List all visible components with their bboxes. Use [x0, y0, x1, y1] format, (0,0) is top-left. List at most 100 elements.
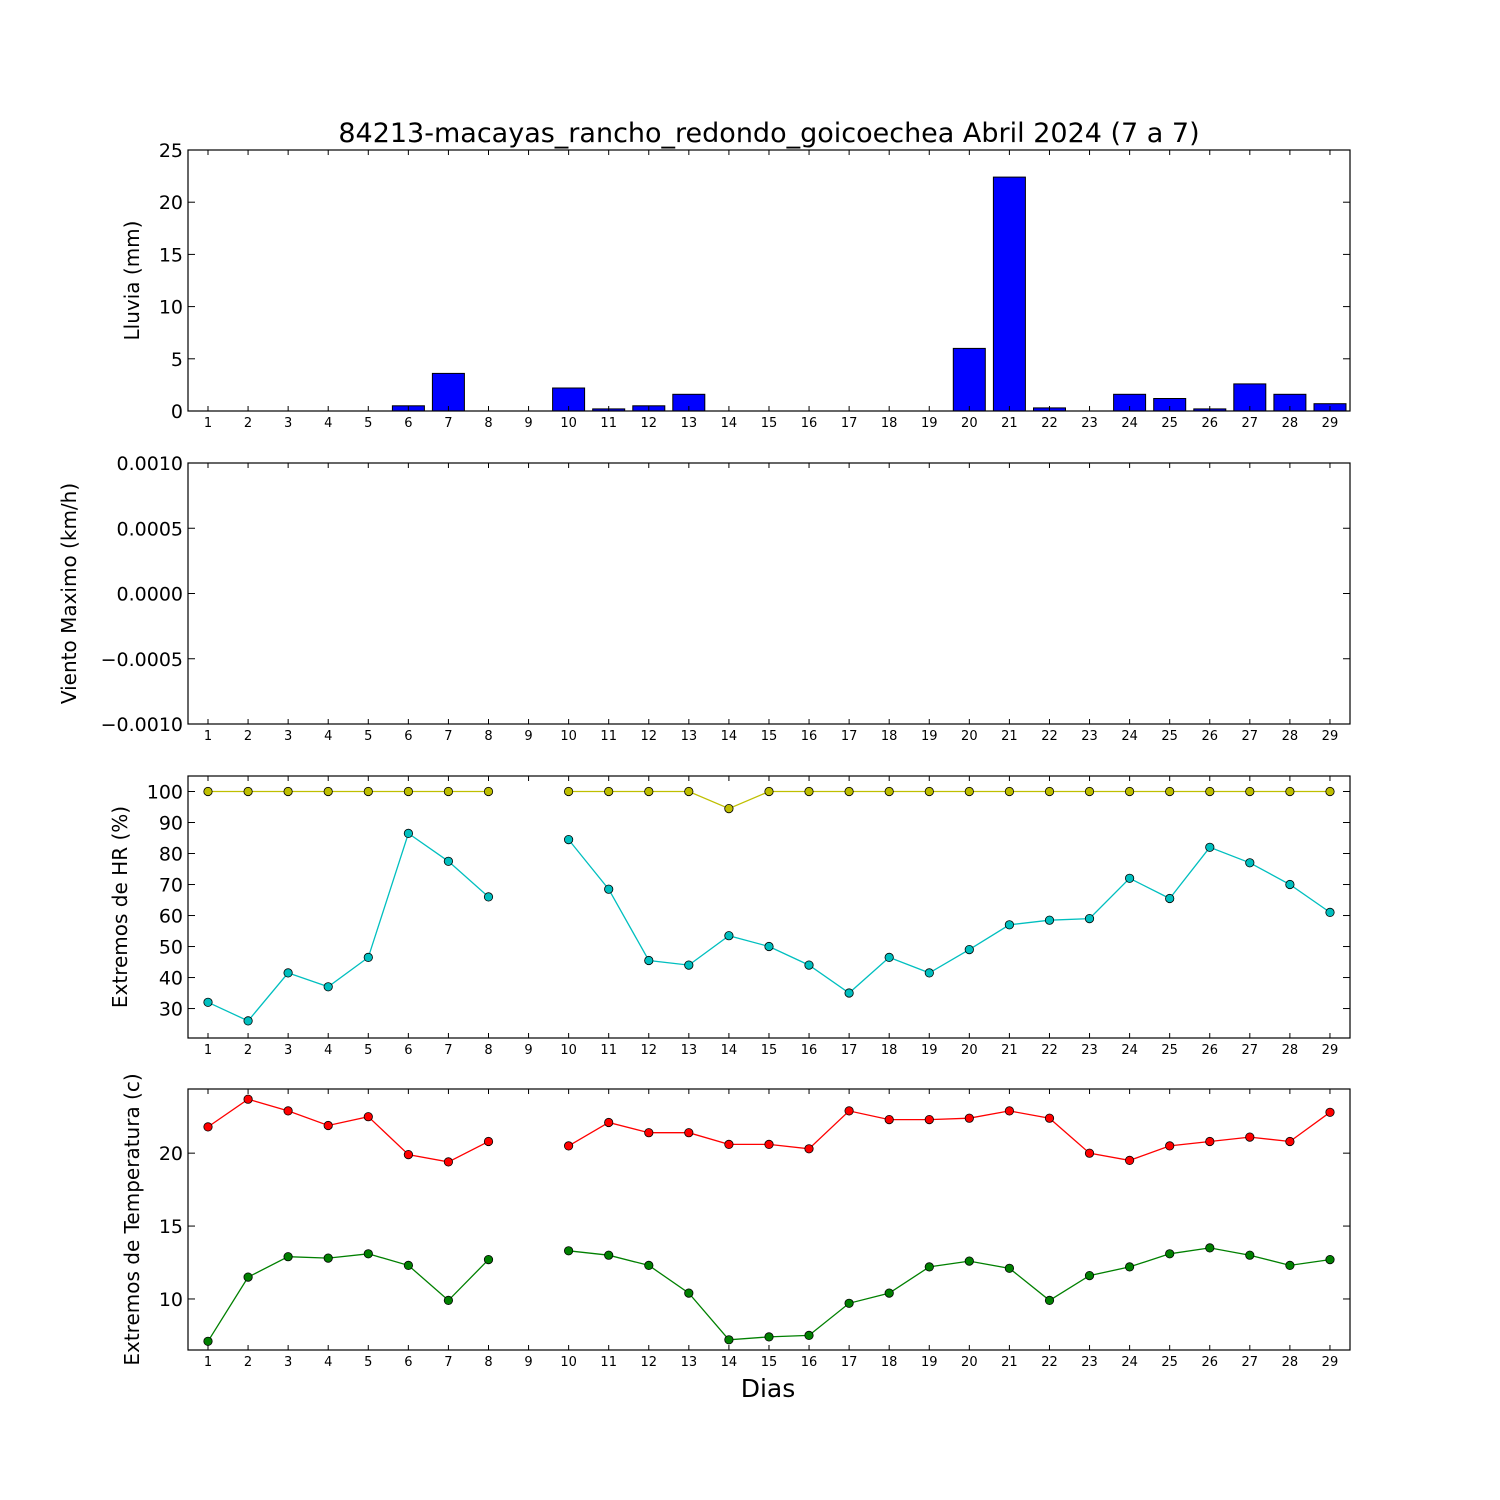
hr-max-point-day-12 [644, 786, 654, 797]
x-tick-label: 2 [244, 729, 252, 744]
x-tick-label: 23 [1081, 416, 1098, 431]
temp-max-point-day-16 [804, 1144, 814, 1154]
hr-max-point-day-2 [243, 786, 253, 797]
x-tick-label: 29 [1322, 1355, 1339, 1370]
x-tick-label: 22 [1041, 416, 1058, 431]
x-tick-label: 19 [921, 1355, 938, 1370]
x-tick-label: 27 [1242, 416, 1259, 431]
x-tick-label: 19 [921, 416, 938, 431]
x-tick-label: 6 [404, 1355, 412, 1370]
y-tick-label: 15 [159, 1216, 183, 1238]
hr-min-point-day-23 [1084, 913, 1095, 924]
x-tick-label: 16 [801, 1043, 818, 1058]
x-tick-label: 5 [364, 729, 372, 744]
y-tick-label: 80 [159, 844, 183, 866]
y-axis-label: Extremos de HR (%) [108, 806, 132, 1008]
hr-min-point-day-7 [443, 856, 453, 866]
x-tick-label: 14 [721, 729, 738, 744]
temp-max-point-day-29 [1325, 1107, 1335, 1117]
hr-min-point-day-16 [804, 960, 814, 970]
x-tick-label: 3 [284, 1355, 292, 1370]
x-tick-label: 20 [961, 729, 978, 744]
y-tick-label: 5 [171, 349, 183, 371]
hr-max-point-day-5 [363, 786, 373, 797]
y-tick-label: 50 [159, 937, 183, 959]
hr-min-point-day-2 [243, 1016, 253, 1026]
x-tick-label: 15 [761, 416, 778, 431]
x-tick-label: 24 [1121, 729, 1138, 744]
x-tick-label: 29 [1322, 1043, 1339, 1058]
x-tick-label: 1 [204, 729, 212, 744]
hr-max-point-day-3 [283, 786, 293, 797]
x-tick-label: 21 [1001, 416, 1018, 431]
x-tick-label: 9 [524, 1043, 532, 1058]
x-tick-label: 6 [404, 1043, 412, 1058]
hr-min-point-day-3 [283, 968, 293, 978]
x-tick-label: 9 [524, 729, 532, 744]
bar-day-20 [952, 347, 986, 412]
x-tick-label: 29 [1322, 729, 1339, 744]
x-tick-label: 10 [560, 729, 577, 744]
x-tick-label: 15 [761, 1355, 778, 1370]
hr-min-point-day-11 [604, 884, 614, 894]
temp-max-point-day-17 [844, 1106, 854, 1116]
x-tick-label: 8 [484, 416, 492, 431]
y-tick-label: 70 [159, 875, 183, 897]
temp-min-point-day-25 [1165, 1249, 1175, 1259]
x-tick-label: 26 [1201, 416, 1218, 431]
x-tick-label: 18 [881, 416, 898, 431]
x-tick-label: 13 [681, 1355, 698, 1370]
hr-min-point-day-25 [1165, 893, 1175, 904]
temp-max-point-day-4 [323, 1120, 333, 1131]
x-axis-label: Dias [741, 1374, 796, 1403]
temp-max-point-day-18 [884, 1115, 894, 1125]
x-tick-label: 11 [600, 1043, 617, 1058]
x-tick-label: 19 [921, 729, 938, 744]
temp-min-point-day-12 [644, 1260, 654, 1271]
x-tick-label: 13 [681, 416, 698, 431]
temp-min-line-2 [568, 1247, 1331, 1341]
hr-min-point-day-12 [644, 955, 654, 966]
plot-frame [187, 775, 1351, 1039]
temp-min-line-1 [207, 1253, 489, 1342]
temp-min-point-day-6 [403, 1260, 413, 1271]
panel-2: 1 2 3 4 5 6 7 8 9 10 11 12 13 14 15 16 17 18 19 20 21 22 23 24 2… [57, 453, 1351, 744]
temp-max-point-day-5 [363, 1112, 373, 1122]
hr-min-point-day-19 [924, 968, 934, 978]
temp-min-point-day-28 [1285, 1260, 1295, 1271]
x-tick-label: 25 [1161, 729, 1178, 744]
temp-max-line-2 [568, 1110, 1331, 1162]
hr-max-point-day-28 [1285, 786, 1295, 797]
x-tick-label: 23 [1081, 1355, 1098, 1370]
x-tick-label: 4 [324, 1043, 332, 1058]
x-tick-label: 24 [1121, 1043, 1138, 1058]
x-tick-label: 14 [721, 1355, 738, 1370]
x-tick-label: 21 [1001, 1043, 1018, 1058]
x-tick-label: 1 [204, 1355, 212, 1370]
hr-max-point-day-1 [203, 786, 213, 797]
x-tick-label: 24 [1121, 416, 1138, 431]
hr-max-point-day-16 [804, 786, 814, 797]
y-tick-label: 10 [159, 297, 183, 319]
y-tick-label: 0.0005 [117, 518, 183, 540]
hr-max-point-day-10 [563, 786, 574, 797]
x-tick-label: 16 [801, 1355, 818, 1370]
x-tick-label: 11 [600, 1355, 617, 1370]
temp-min-point-day-5 [363, 1249, 373, 1259]
x-tick-label: 15 [761, 1043, 778, 1058]
temp-max-point-day-24 [1125, 1155, 1135, 1166]
x-tick-label: 5 [364, 1043, 372, 1058]
y-axis-label: Extremos de Temperatura (c) [120, 1073, 144, 1365]
temp-max-line-1 [207, 1098, 489, 1163]
hr-max-point-day-15 [764, 786, 774, 797]
x-tick-label: 10 [560, 416, 577, 431]
hr-min-point-day-21 [1004, 920, 1015, 930]
temp-min-point-day-7 [443, 1295, 453, 1306]
hr-max-point-day-6 [403, 786, 413, 797]
hr-min-point-day-26 [1205, 842, 1215, 852]
y-tick-label: 40 [159, 968, 183, 990]
x-tick-label: 10 [560, 1355, 577, 1370]
x-tick-label: 5 [364, 1355, 372, 1370]
panel-3: 1 2 3 4 5 6 7 8 9 10 11 12 13 14 15 16 17 18 19 20 21 22 23 24 2… [108, 775, 1351, 1058]
